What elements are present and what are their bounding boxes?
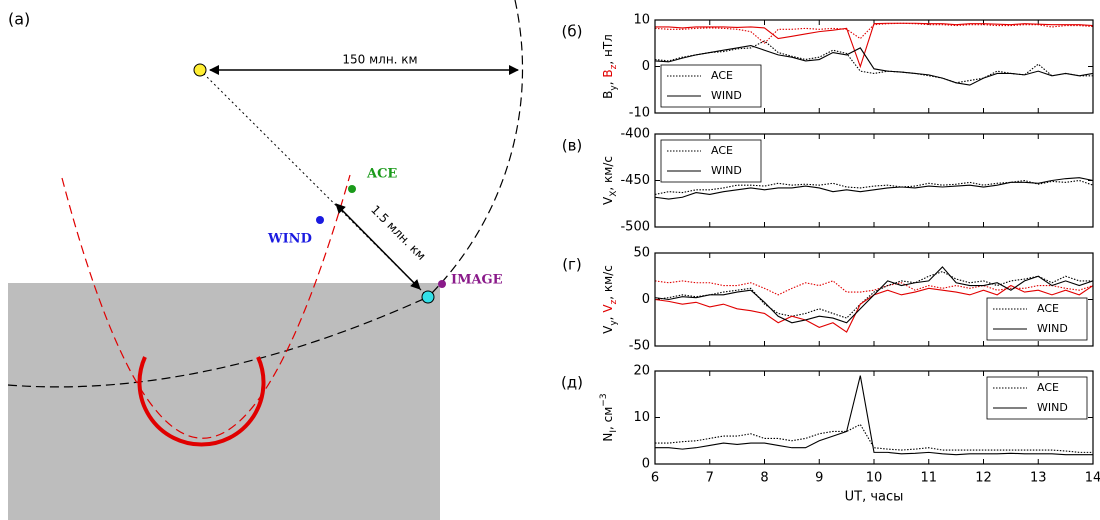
x-axis-label: UT, часы	[845, 490, 904, 505]
y-label-part: , нТл	[601, 34, 615, 64]
x-tick-label: 13	[1030, 471, 1047, 486]
y-label-part: I	[609, 430, 619, 433]
y-tick-label: -500	[620, 220, 650, 235]
legend-box	[986, 376, 1088, 420]
earth	[421, 290, 435, 304]
x-tick-label: 10	[866, 471, 883, 486]
panel-label: (в)	[562, 137, 583, 155]
x-tick-label: 7	[706, 471, 714, 486]
y-label-part: , км/с	[601, 156, 615, 191]
y-label-part: B	[601, 91, 615, 99]
x-tick-label: 8	[760, 471, 768, 486]
image-dot	[438, 280, 446, 288]
sun	[193, 63, 207, 77]
l1-label: 1.5 млн. км	[368, 202, 428, 262]
earth-region	[8, 283, 440, 520]
y-tick-label: -400	[620, 127, 650, 142]
series-line	[654, 271, 1093, 319]
distance-label: 150 млн. км	[342, 53, 417, 67]
orbit-arc	[427, 0, 524, 298]
y-label-part: V	[601, 304, 615, 313]
y-label-part: ,	[601, 313, 615, 321]
y-label-part: y	[609, 320, 619, 326]
legend-box	[660, 64, 762, 108]
bow-arc	[7, 296, 429, 388]
legend-label: ACE	[711, 144, 733, 157]
y-axis-label: By, Bz, нТл	[601, 34, 619, 99]
y-axis-label: VX, км/с	[601, 156, 619, 205]
series-line	[655, 423, 1093, 453]
legend-label: WIND	[1037, 401, 1068, 414]
y-label-part: V	[601, 325, 615, 334]
x-tick-label: 11	[920, 471, 937, 486]
panel-label: (б)	[562, 23, 583, 41]
plot-frame	[654, 370, 1094, 465]
l1-arrow	[335, 203, 421, 290]
panel-label: (г)	[562, 256, 582, 274]
y-label-part: y	[609, 85, 619, 91]
panel-label: (д)	[561, 374, 583, 392]
y-axis-label: Vy, Vz, км/с	[601, 265, 619, 334]
y-label-part: , км/с	[601, 265, 615, 300]
y-label-part: ,	[601, 78, 615, 86]
plot-frame	[654, 252, 1094, 347]
y-tick-label: 0	[642, 457, 650, 472]
series-line	[655, 375, 1093, 456]
series-line	[654, 45, 1094, 86]
image-label: IMAGE	[451, 273, 503, 288]
plot-frame	[654, 133, 1094, 228]
series-line	[654, 280, 1094, 296]
legend-label: ACE	[1037, 381, 1059, 394]
y-axis-label: NI, см−3	[599, 393, 619, 441]
legend-box	[660, 139, 762, 183]
diagram: (a) 150 млн. км 1.5 млн. км ACE WIND IMA…	[7, 0, 524, 520]
y-label-part: −3	[599, 393, 609, 406]
series-line	[654, 266, 1094, 324]
legend-label: WIND	[711, 164, 742, 177]
wind-dot	[316, 216, 324, 224]
ace-label: ACE	[366, 167, 397, 182]
magnetopause	[61, 174, 351, 439]
legend-label: ACE	[711, 69, 733, 82]
y-label-part: z	[609, 299, 619, 304]
y-tick-label: 0	[642, 59, 650, 74]
sun-earth-line	[199, 69, 429, 298]
series-line	[655, 22, 1094, 69]
legend-label: WIND	[1037, 322, 1068, 335]
legend-box	[986, 297, 1088, 341]
y-tick-label: -50	[629, 339, 650, 354]
panel-label: (a)	[8, 10, 30, 29]
y-label-part: N	[601, 433, 615, 442]
x-tick-label: 14	[1085, 471, 1100, 486]
x-tick-label: 9	[815, 471, 823, 486]
wind-label: WIND	[267, 232, 312, 247]
plot-frame	[654, 19, 1094, 114]
y-label-part: , см	[601, 407, 615, 430]
x-tick-label: 12	[975, 471, 992, 486]
y-tick-label: 0	[642, 292, 650, 307]
y-tick-label: -10	[629, 106, 650, 121]
y-tick-label: 20	[633, 364, 650, 379]
series-line	[654, 22, 1094, 45]
y-tick-label: -450	[620, 173, 650, 188]
ace-dot	[348, 185, 356, 193]
y-tick-label: 50	[633, 246, 650, 261]
x-tick-label: 6	[651, 471, 659, 486]
legend-label: WIND	[711, 89, 742, 102]
magnetosphere	[137, 356, 266, 447]
y-label-part: X	[609, 191, 619, 197]
y-label-part: B	[601, 69, 615, 77]
legend-label: ACE	[1037, 302, 1059, 315]
series-line	[654, 177, 1094, 200]
y-label-part: z	[609, 64, 619, 69]
y-label-part: V	[601, 196, 615, 205]
y-tick-label: 10	[633, 410, 650, 425]
y-tick-label: 10	[633, 13, 650, 28]
